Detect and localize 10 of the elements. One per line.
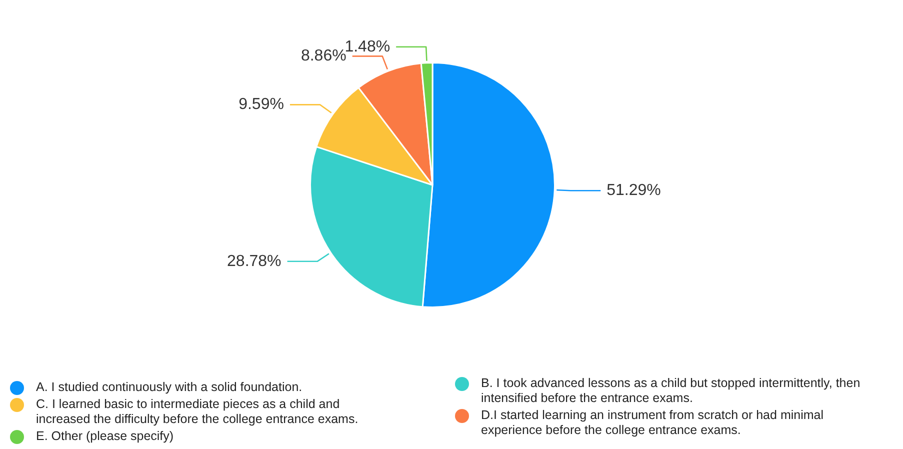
legend-label: E. Other (please specify): [36, 429, 174, 444]
legend-label: C. I learned basic to intermediate pieces as a child and increased the difficulty before the college entrance exams.: [36, 397, 360, 427]
data-label: 51.29%: [606, 182, 661, 200]
data-label: 9.59%: [238, 96, 284, 114]
legend-label: D.I started learning an instrument from scratch or had minimal experience before the college entrance exams.: [481, 408, 824, 438]
data-label: 8.86%: [300, 48, 346, 65]
data-label: 28.78%: [227, 252, 282, 270]
legend-label: A. I studied continuously with a solid foundation.: [36, 380, 302, 395]
data-label: 1.48%: [344, 38, 390, 56]
legend-label: B. I took advanced lessons as a child but stopped intermittently, then intensified before the entrance exams.: [481, 376, 862, 406]
